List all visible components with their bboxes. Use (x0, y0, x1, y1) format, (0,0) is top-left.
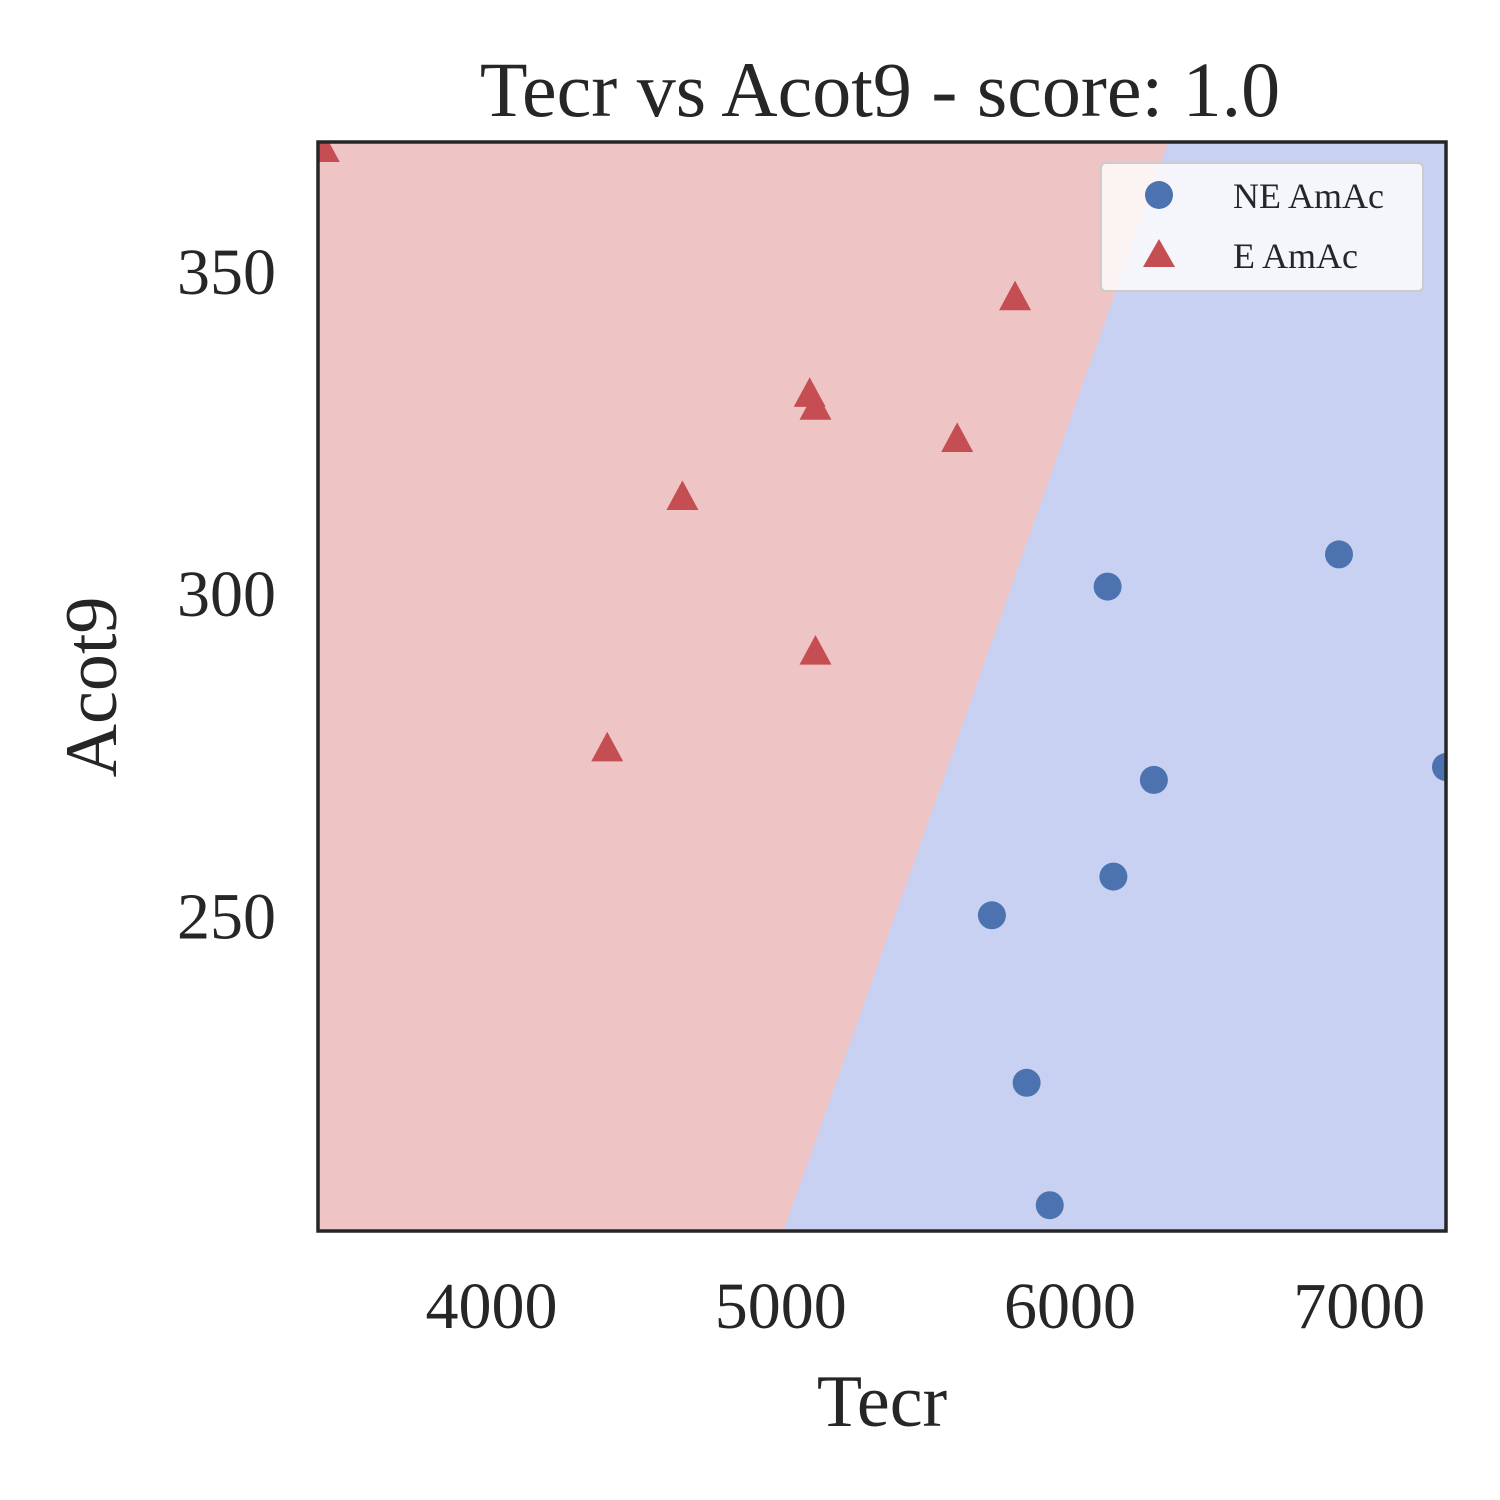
point-e-amac (666, 480, 699, 511)
legend-label-ne-amac: NE AmAc (1233, 176, 1384, 216)
point-ne-amac (1324, 540, 1353, 569)
point-e-amac (799, 390, 832, 420)
y-axis-ticks: 250 300 350 (177, 236, 276, 953)
y-tick-label: 300 (177, 558, 276, 631)
point-ne-amac (1139, 765, 1168, 794)
y-tick-label: 350 (177, 236, 276, 309)
plot-area (318, 142, 1446, 1231)
legend-label-e-amac: E AmAc (1233, 236, 1358, 276)
point-ne-amac (977, 901, 1006, 930)
point-ne-amac (1035, 1191, 1064, 1220)
point-e-amac (591, 731, 624, 762)
x-tick-label: 5000 (715, 1270, 847, 1343)
point-ne-amac (1099, 862, 1128, 891)
point-e-amac (799, 635, 832, 665)
x-axis-label: Tecr (817, 1361, 947, 1443)
x-tick-label: 7000 (1293, 1270, 1425, 1343)
plot-frame (316, 140, 1448, 1233)
point-ne-amac (1093, 572, 1122, 601)
region-e-amac (318, 142, 1169, 1231)
x-axis-ticks: 4000 5000 6000 7000 (426, 1270, 1426, 1343)
legend-marker-e-amac (1143, 239, 1175, 267)
point-ne-amac (1012, 1068, 1041, 1097)
x-tick-label: 4000 (426, 1270, 558, 1343)
y-axis-label: Acot9 (51, 597, 133, 778)
x-tick-label: 6000 (1004, 1270, 1136, 1343)
point-e-amac (941, 422, 974, 453)
legend: NE AmAc E AmAc (1100, 162, 1424, 292)
point-e-amac (999, 280, 1032, 311)
chart-title: Tecr vs Acot9 - score: 1.0 (480, 46, 1280, 133)
legend-box (1100, 162, 1424, 292)
point-ne-amac (1432, 753, 1446, 782)
point-e-amac (318, 142, 340, 163)
data-markers (318, 142, 1446, 1220)
legend-marker-ne-amac (1145, 181, 1173, 209)
y-tick-label: 250 (177, 880, 276, 953)
